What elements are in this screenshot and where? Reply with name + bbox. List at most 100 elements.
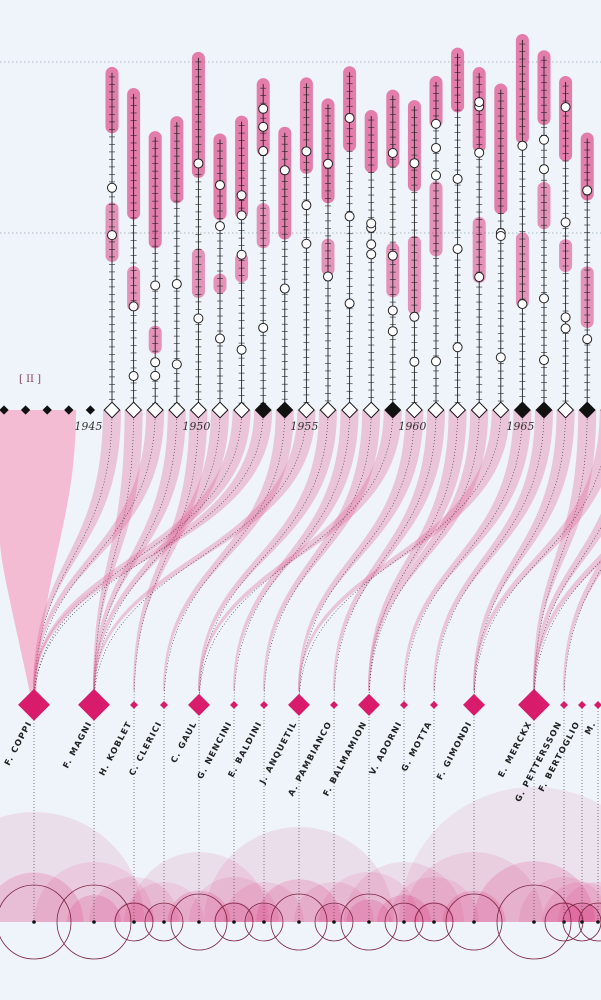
stage-stalk: [407, 100, 421, 410]
career-arc-core: [0, 872, 84, 922]
stage-win-marker: [258, 322, 269, 333]
year-label: 1945: [74, 420, 102, 433]
winner-flow: [33, 410, 121, 691]
stage-win-marker: [215, 221, 225, 232]
rider-node: [463, 693, 485, 716]
flow-guide: [298, 409, 502, 706]
stage-win-marker: [236, 344, 247, 355]
winner-flow: [263, 410, 381, 691]
rider-node: [330, 700, 338, 709]
stage-win-marker: [517, 140, 528, 151]
stage-win-marker: [171, 359, 182, 370]
rider-node: [594, 700, 601, 709]
career-arc: [224, 882, 304, 922]
stage-stalks: [105, 34, 594, 410]
stage-win-marker: [236, 249, 247, 260]
rider-base-dot: [472, 920, 476, 924]
stage-win-marker: [539, 134, 549, 145]
flow-guide: [33, 409, 113, 706]
stage-win-marker: [344, 113, 355, 124]
winner-flow: [33, 410, 165, 691]
rider-base-dot: [92, 920, 96, 924]
stage-win-marker: [193, 158, 204, 169]
career-arc: [558, 882, 601, 922]
flow-guide: [333, 409, 437, 706]
year-marker: [535, 401, 553, 419]
stage-stalk: [580, 132, 594, 410]
year-marker: [0, 405, 9, 415]
winner-flow: [368, 410, 489, 691]
rider-wins-ring: [496, 884, 572, 960]
career-arc: [0, 812, 144, 922]
rider-wins-ring: [0, 884, 72, 960]
rider-wins-ring: [445, 893, 503, 951]
career-arc: [519, 877, 601, 922]
career-arc-core: [346, 899, 392, 922]
stage-stalk: [213, 133, 227, 410]
stage-stalk: [235, 115, 249, 410]
stage-win-marker: [560, 312, 571, 323]
stage-win-marker: [107, 230, 117, 241]
year-marker: [557, 401, 575, 419]
year-marker: [578, 401, 596, 419]
stage-win-marker: [539, 164, 549, 175]
winner-flow: [33, 410, 273, 691]
stage-win-marker: [539, 293, 549, 304]
rider-node: [400, 700, 408, 709]
career-arc-core: [113, 901, 155, 922]
stage-win-marker: [301, 238, 312, 249]
stage-win-marker: [452, 243, 463, 254]
year-marker: [103, 401, 121, 419]
stage-win-marker: [366, 239, 377, 250]
stage-win-marker: [560, 323, 571, 334]
rider-node: [230, 700, 238, 709]
year-marker: [513, 401, 531, 419]
flow-guide: [403, 409, 523, 706]
stage-win-marker: [431, 356, 441, 367]
stage-win-marker: [215, 180, 225, 191]
career-arc: [124, 882, 204, 922]
rider-base-dot: [580, 920, 584, 924]
rider-base-dot: [532, 920, 536, 924]
career-arc: [189, 877, 279, 922]
stage-win-marker: [128, 371, 139, 382]
rider-base-dot: [232, 920, 236, 924]
stage-stalk: [494, 83, 508, 410]
coppi-prewar-flow: [0, 410, 76, 693]
year-marker: [42, 405, 52, 415]
rider-name: G. MOTTA: [399, 719, 434, 773]
winner-flow: [93, 410, 229, 691]
stage-win-marker: [301, 146, 312, 157]
stage-stalk: [559, 76, 573, 410]
flow-guide: [533, 409, 588, 706]
stage-win-marker: [366, 218, 377, 229]
winner-flow: [93, 410, 143, 691]
year-marker: [233, 401, 251, 419]
career-arc: [294, 882, 374, 922]
rider-node: [188, 693, 210, 716]
stage-win-marker: [323, 158, 333, 169]
stage-win-marker: [387, 148, 398, 159]
stage-stalk: [127, 87, 141, 410]
rider-name: F. MAGNI: [61, 719, 94, 770]
flow-guide: [533, 526, 601, 706]
year-marker: [254, 401, 272, 419]
year-timeline: 194519501955196019651970: [0, 401, 601, 433]
rider-wins-ring: [314, 902, 354, 942]
rider-wins-ring: [170, 893, 228, 951]
stage-win-marker: [150, 357, 161, 368]
winner-flow: [198, 410, 337, 691]
stage-stalk: [321, 98, 335, 410]
career-arc-core: [564, 904, 600, 922]
stage-win-marker: [193, 313, 204, 324]
winner-flow: [533, 410, 597, 691]
stage-win-marker: [171, 279, 182, 290]
rider-base-dot: [432, 920, 436, 924]
winner-flow: [563, 559, 601, 691]
year-marker: [125, 401, 143, 419]
stage-win-marker: [387, 250, 398, 261]
year-label: 1960: [398, 420, 426, 433]
year-marker: [20, 405, 31, 415]
stage-win-marker: [431, 142, 441, 153]
